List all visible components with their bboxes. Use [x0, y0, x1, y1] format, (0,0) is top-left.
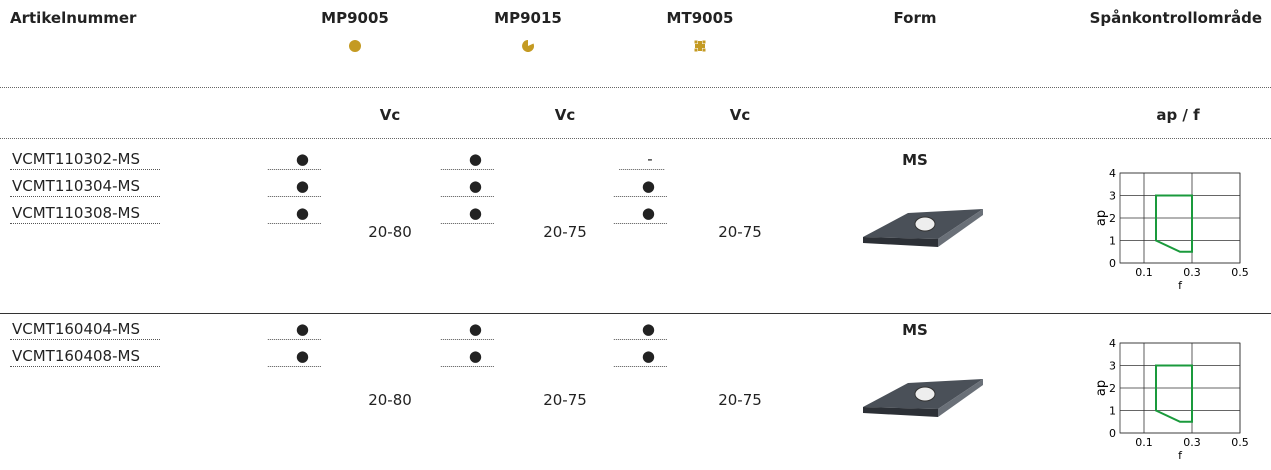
availability-mark: ● — [267, 347, 321, 367]
chip-control-region — [1155, 194, 1193, 253]
cutting-speed: 20-75 — [718, 391, 762, 409]
availability-mark: - — [619, 150, 665, 170]
form-code: MS — [902, 321, 928, 339]
x-tick-label: 0.3 — [1183, 266, 1201, 279]
column-header: Artikelnummer — [10, 9, 137, 27]
x-tick-label: 0.3 — [1183, 436, 1201, 449]
availability-mark: ● — [267, 177, 321, 197]
article-number: VCMT110304-MS — [10, 177, 160, 197]
y-tick-label: 2 — [1109, 212, 1116, 225]
y-tick-label: 3 — [1109, 360, 1116, 373]
availability-mark: ● — [267, 150, 321, 170]
cutting-speed: 20-80 — [368, 391, 412, 409]
x-tick-label: 0.1 — [1135, 436, 1153, 449]
y-tick-label: 0 — [1109, 257, 1116, 270]
divider — [0, 87, 1271, 88]
grade-icons — [349, 40, 706, 52]
y-tick-label: 0 — [1109, 427, 1116, 440]
availability-mark: ● — [440, 204, 494, 224]
x-tick-label: 0.5 — [1231, 436, 1249, 449]
article-number: VCMT110308-MS — [10, 204, 160, 224]
x-axis-label: f — [1178, 279, 1183, 292]
column-header: MP9005 — [321, 9, 389, 27]
availability-mark: ● — [440, 347, 494, 367]
chip-control-region — [1155, 364, 1193, 423]
plot-frame — [1119, 342, 1241, 434]
plot-frame — [1119, 172, 1241, 264]
y-tick-label: 4 — [1109, 337, 1116, 350]
y-tick-label: 4 — [1109, 167, 1116, 180]
article-number: VCMT160404-MS — [10, 320, 160, 340]
y-tick-label: 1 — [1109, 405, 1116, 418]
y-axis-label: ap — [1095, 380, 1109, 396]
article-number: VCMT110302-MS — [10, 150, 160, 170]
divider — [0, 138, 1271, 139]
chip-control-chart: 0 1 2 3 4 0.1 0.3 0.5 f ap — [1095, 167, 1249, 292]
cutting-speed: 20-80 — [368, 223, 412, 241]
availability-mark: ● — [613, 177, 667, 197]
availability-mark: ● — [613, 204, 667, 224]
y-tick-label: 2 — [1109, 382, 1116, 395]
x-tick-label: 0.1 — [1135, 266, 1153, 279]
article-number: VCMT160408-MS — [10, 347, 160, 367]
cutting-speed: 20-75 — [543, 391, 587, 409]
column-header: Spånkontrollområde — [1089, 9, 1262, 27]
subheader: ap / f — [1156, 106, 1200, 124]
subheader: Vc — [554, 106, 576, 124]
column-header: MP9015 — [494, 9, 562, 27]
x-tick-label: 0.5 — [1231, 266, 1249, 279]
cutting-speed: 20-75 — [718, 223, 762, 241]
y-tick-label: 3 — [1109, 190, 1116, 203]
group-divider — [0, 313, 1271, 314]
availability-mark: ● — [267, 204, 321, 224]
cutting-speed: 20-75 — [543, 223, 587, 241]
insert-image — [863, 379, 983, 417]
column-header: Form — [893, 9, 937, 27]
availability-mark: ● — [440, 150, 494, 170]
y-tick-label: 1 — [1109, 235, 1116, 248]
availability-mark: ● — [440, 177, 494, 197]
availability-mark: ● — [613, 347, 667, 367]
y-axis-label: ap — [1095, 210, 1109, 226]
subheader: Vc — [379, 106, 401, 124]
form-code: MS — [902, 151, 928, 169]
availability-mark: ● — [440, 320, 494, 340]
chip-control-chart: 0 1 2 3 4 0.1 0.3 0.5 f ap — [1095, 337, 1249, 462]
availability-mark: ● — [613, 320, 667, 340]
x-axis-label: f — [1178, 449, 1183, 462]
availability-mark: ● — [267, 320, 321, 340]
insert-image — [863, 209, 983, 247]
column-header: MT9005 — [666, 9, 734, 27]
subheader: Vc — [729, 106, 751, 124]
